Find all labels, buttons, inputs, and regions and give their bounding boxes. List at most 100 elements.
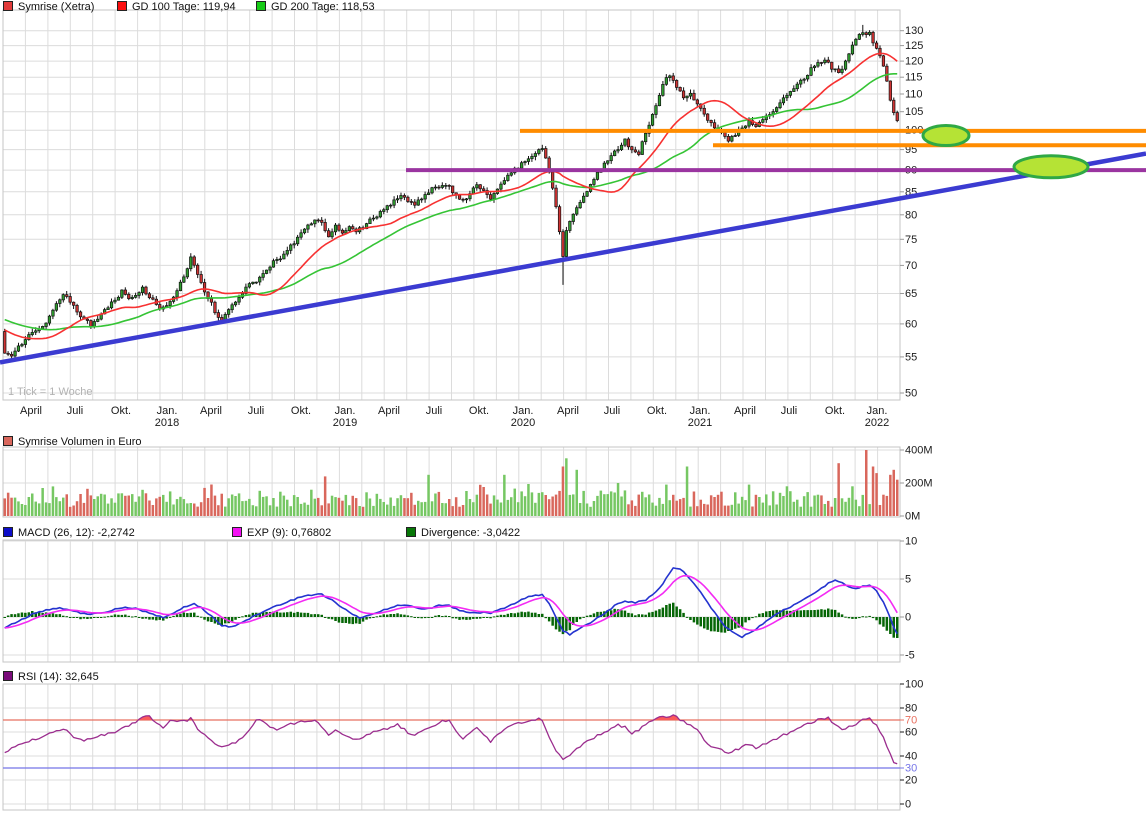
divergence-label: Divergence: -3,0422 <box>421 527 521 539</box>
candle <box>451 185 455 194</box>
volume-bar <box>692 491 696 516</box>
volume-bar <box>327 503 330 516</box>
divergence-bar <box>258 612 261 617</box>
x-axis-month-label: Juli <box>67 405 84 417</box>
candle <box>575 207 579 215</box>
symrise-series-label: Symrise (Xetra) <box>18 1 95 13</box>
volume-bar <box>802 496 806 516</box>
volume-bar <box>778 492 782 516</box>
rsi-tick-label: 40 <box>905 751 917 763</box>
volume-bar <box>237 493 241 516</box>
divergence-bar <box>592 613 596 617</box>
candle <box>72 301 76 306</box>
volume-bar <box>196 506 199 516</box>
divergence-bar <box>582 616 585 618</box>
x-axis-year-label: 2021 <box>688 417 712 429</box>
price-grid <box>2 9 901 401</box>
volume-bar <box>596 495 599 516</box>
rsi-label: RSI (14): 32,645 <box>18 671 99 683</box>
volume-bar <box>875 473 878 516</box>
candle <box>706 113 710 121</box>
candle <box>644 132 648 143</box>
divergence-bar <box>93 617 96 618</box>
rsi-line <box>4 714 898 765</box>
volume-bar <box>168 491 172 516</box>
divergence-bar <box>224 617 227 624</box>
volume-bar <box>361 506 365 516</box>
candle <box>271 260 276 268</box>
divergence-bar <box>637 614 640 617</box>
divergence-bar <box>182 612 186 617</box>
volume-bar <box>144 493 148 516</box>
divergence-bar <box>678 609 682 617</box>
volume-bar <box>186 503 189 516</box>
divergence-bar <box>451 617 454 619</box>
volume-bar <box>496 499 499 516</box>
divergence-bar <box>720 617 723 633</box>
candle <box>754 124 758 127</box>
divergence-bar <box>82 617 86 619</box>
divergence-bar <box>472 617 475 619</box>
exp-path <box>4 574 898 632</box>
volume-bar <box>41 488 44 516</box>
volume-bar <box>706 504 709 516</box>
volume-bar <box>641 491 644 516</box>
candle <box>327 230 331 238</box>
divergence-bar <box>368 617 372 619</box>
divergence-bar <box>320 614 323 617</box>
candle <box>781 97 786 104</box>
divergence-bar <box>847 617 851 619</box>
candle <box>492 193 496 200</box>
volume-bar <box>406 498 410 516</box>
volume-bar <box>889 474 892 517</box>
divergence-bar <box>361 617 365 622</box>
volume-bar <box>65 494 68 516</box>
highlight-ellipse-2 <box>1012 154 1090 180</box>
divergence-bar <box>541 613 544 617</box>
volume-bar <box>465 491 468 516</box>
divergence-bar <box>813 610 816 617</box>
volume-bar <box>272 498 275 516</box>
candle <box>368 218 372 224</box>
divergence-bar <box>634 615 637 617</box>
candle <box>709 120 713 124</box>
price-overlays <box>0 124 1146 365</box>
divergence-bar <box>244 615 248 617</box>
candle <box>537 149 541 154</box>
volume-bar <box>675 500 678 516</box>
macd-line <box>4 567 898 639</box>
divergence-bar <box>379 615 382 617</box>
price-legend-item-gd200: GD 200 Tage: 118,53 <box>256 1 375 13</box>
candle <box>116 296 121 301</box>
candle <box>488 194 493 200</box>
candle <box>233 301 238 306</box>
divergence-bar <box>382 614 385 617</box>
divergence-bar <box>699 617 702 627</box>
volume-bar <box>396 498 399 516</box>
x-axis-month-label: April <box>557 405 579 417</box>
volume-bar <box>461 505 465 516</box>
candle <box>637 151 641 155</box>
candle <box>895 112 899 121</box>
volume-bar <box>472 502 475 516</box>
candle <box>726 136 730 142</box>
divergence-bar <box>24 612 27 617</box>
gd200-swatch <box>256 1 266 11</box>
divergence-bar <box>99 617 103 618</box>
volume-bar <box>206 498 210 516</box>
divergence-bar <box>885 617 889 631</box>
volume-bar <box>661 503 665 516</box>
divergence-bar <box>299 612 303 617</box>
macd-legend-item-divergence: Divergence: -3,0422 <box>406 527 520 539</box>
divergence-bar <box>575 617 578 622</box>
candle <box>530 156 534 160</box>
candle <box>309 223 313 226</box>
candle <box>430 187 434 194</box>
candle <box>843 60 848 70</box>
price-tick-label: 110 <box>905 89 923 101</box>
volume-bar <box>892 469 895 516</box>
divergence-bar <box>234 617 237 620</box>
price-tick-label: 130 <box>905 25 923 37</box>
volume-bar <box>737 503 740 516</box>
divergence-bar <box>865 616 868 618</box>
